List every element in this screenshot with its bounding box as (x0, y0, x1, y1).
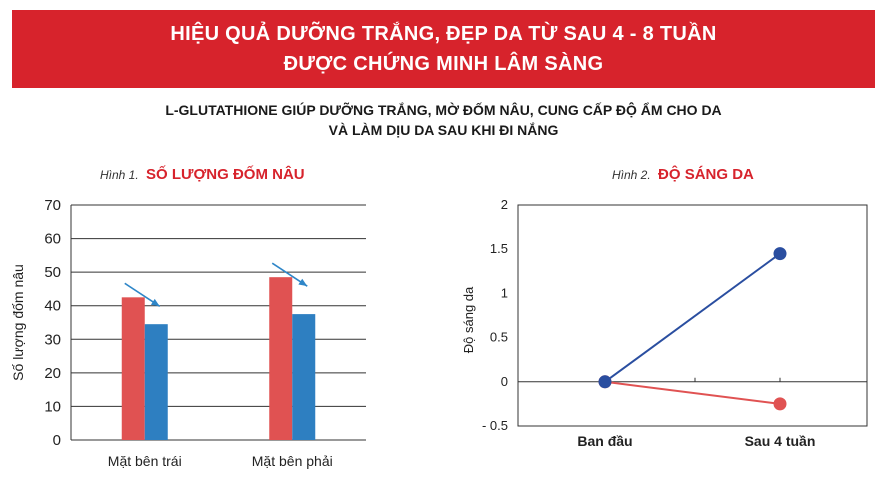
y-tick-label: 2 (501, 197, 508, 212)
header-banner: HIỆU QUẢ DƯỠNG TRẮNG, ĐẸP DA TỪ SAU 4 - … (12, 10, 875, 88)
header-line-1: HIỆU QUẢ DƯỠNG TRẮNG, ĐẸP DA TỪ SAU 4 - … (170, 23, 717, 45)
figure-1-name: SỐ LƯỢNG ĐỐM NÂU (146, 166, 305, 183)
x-tick-label: Ban đầu (577, 433, 632, 449)
subheader: L-GLUTATHIONE GIÚP DƯỠNG TRẮNG, MỜ ĐỐM N… (0, 100, 887, 140)
subheader-line-2: VÀ LÀM DỊU DA SAU KHI ĐI NẮNG (328, 122, 559, 138)
decrease-arrow-head (298, 278, 308, 287)
x-tick-label: Mặt bên phải (252, 453, 333, 469)
y-tick-label: 0 (501, 374, 508, 389)
y-tick-label: 0.5 (490, 330, 508, 345)
y-tick-label: 0 (53, 432, 61, 449)
data-point (773, 397, 787, 411)
figure-1-title: Hình 1. SỐ LƯỢNG ĐỐM NÂU (100, 166, 305, 183)
series-line (604, 252, 781, 383)
bar (269, 277, 293, 440)
x-tick-label: Mặt bên trái (108, 453, 182, 469)
y-tick-label: 10 (44, 398, 61, 415)
subheader-line-1: L-GLUTATHIONE GIÚP DƯỠNG TRẮNG, MỜ ĐỐM N… (165, 102, 722, 118)
figure-2-title: Hình 2. ĐỘ SÁNG DA (612, 166, 754, 183)
x-tick-label: Sau 4 tuần (745, 433, 816, 449)
bar (121, 297, 145, 440)
y-tick-label: 1 (501, 285, 508, 300)
series-line (604, 380, 781, 405)
figure-1-number: Hình 1. (100, 168, 139, 182)
y-tick-label: 50 (44, 264, 61, 281)
y-tick-label: 40 (44, 298, 61, 315)
y-tick-label: 1.5 (490, 241, 508, 256)
data-point (773, 247, 787, 261)
y-tick-label: 30 (44, 331, 61, 348)
bar (144, 324, 168, 440)
y-tick-label: - 0.5 (482, 418, 508, 433)
y-tick-label: 60 (44, 231, 61, 248)
y-axis-label: Số lượng đốm nâu (10, 264, 26, 381)
bar (292, 314, 316, 440)
data-point (598, 375, 612, 389)
figure-2-name: ĐỘ SÁNG DA (658, 166, 754, 183)
figure-2-number: Hình 2. (612, 168, 651, 182)
y-tick-label: 20 (44, 365, 61, 382)
decrease-arrow-head (150, 298, 160, 307)
plot-frame (517, 204, 868, 427)
y-tick-label: 70 (44, 197, 61, 214)
header-line-2: ĐƯỢC CHỨNG MINH LÂM SÀNG (283, 53, 604, 75)
y-axis-label: Độ sáng da (461, 286, 476, 353)
